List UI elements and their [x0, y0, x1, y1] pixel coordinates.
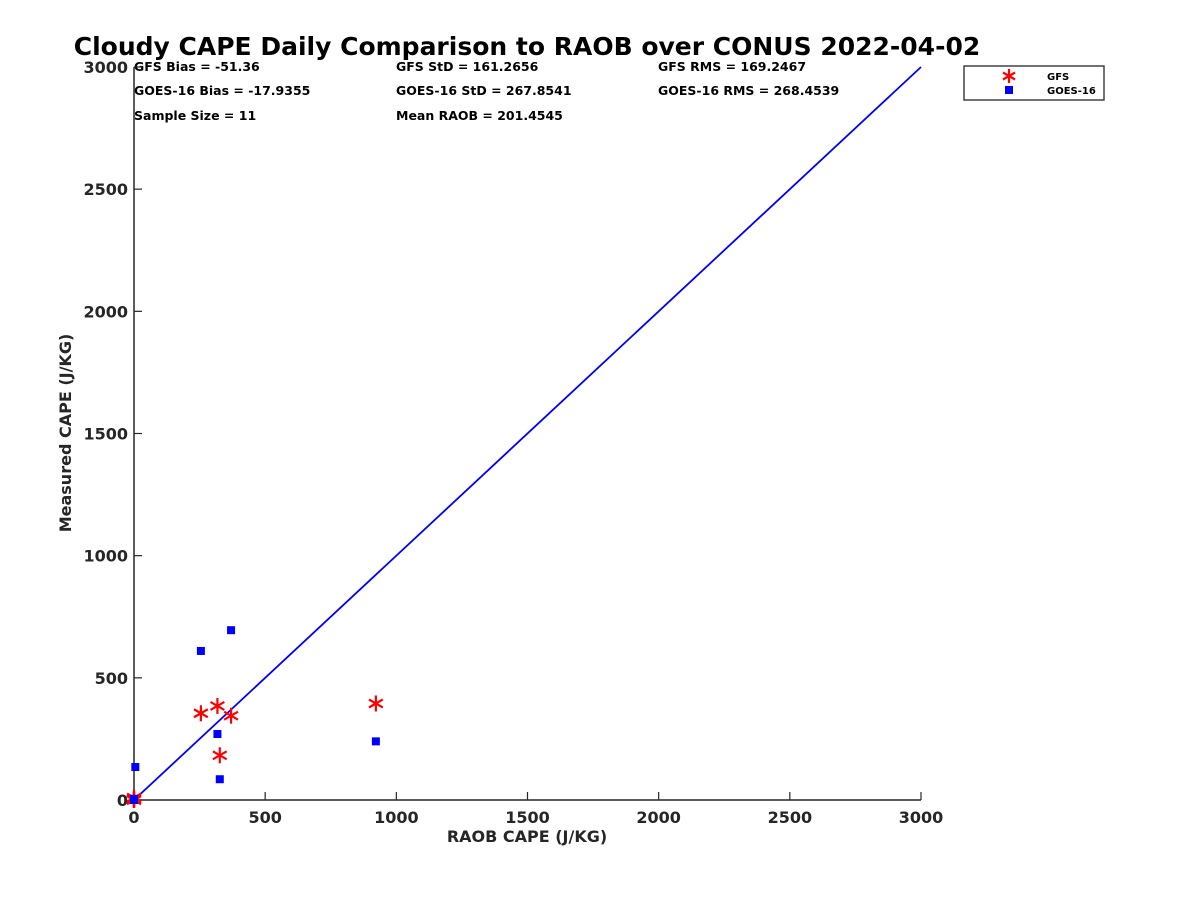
stat-text: GOES-16 Bias = -17.9355: [134, 83, 310, 98]
gfs-point: [193, 705, 209, 722]
stat-text: GFS RMS = 169.2467: [658, 59, 806, 74]
legend-box: [963, 65, 1105, 101]
y-tick-label: 500: [95, 669, 128, 688]
gfs-point: [368, 695, 384, 712]
goes-16-point: [131, 763, 140, 772]
one-to-one-line: [133, 66, 922, 801]
goes-16-point: [213, 730, 222, 739]
y-axis-label: Measured CAPE (J/KG): [56, 334, 75, 533]
y-tick-label: 3000: [83, 58, 128, 77]
x-tick-label: 2000: [636, 808, 681, 827]
x-tick-label: 500: [248, 808, 281, 827]
legend-gfs-label: GFS: [1047, 72, 1069, 83]
reference-line-group: [133, 66, 922, 801]
x-tick-label: 1000: [374, 808, 419, 827]
legend-gfs-marker: [1002, 69, 1016, 83]
x-axis-label: RAOB CAPE (J/KG): [447, 827, 607, 846]
stat-text: GOES-16 StD = 267.8541: [396, 83, 572, 98]
y-tick-label: 1000: [83, 547, 128, 566]
axes: 0 500 1000 1500 2000 2500 3000 0 500 1000 1500 2000…: [83, 58, 943, 827]
x-tick-label: 0: [128, 808, 139, 827]
stat-text: Sample Size = 11: [134, 108, 256, 123]
stat-text: GFS StD = 161.2656: [396, 59, 539, 74]
gfs-point: [209, 697, 225, 714]
goes-16-point: [227, 626, 236, 635]
stat-text: GOES-16 RMS = 268.4539: [658, 83, 839, 98]
legend: GFS GOES-16: [963, 65, 1105, 101]
x-tick-label: 3000: [899, 808, 944, 827]
y-tick-label: 2000: [83, 302, 128, 321]
gfs-point: [212, 747, 228, 764]
chart-title: Cloudy CAPE Daily Comparison to RAOB ove…: [74, 32, 980, 61]
goes-16-point: [196, 646, 205, 655]
gfs-point: [223, 707, 239, 724]
stat-text: GFS Bias = -51.36: [134, 59, 260, 74]
stats-panel: GFS Bias = -51.36 GFS StD = 161.2656 GFS R…: [134, 59, 839, 123]
stat-text: Mean RAOB = 201.4545: [396, 108, 563, 123]
legend-goes-16-marker: [1005, 86, 1013, 94]
goes-16-point: [215, 775, 224, 784]
legend-goes-16-label: GOES-16: [1047, 86, 1096, 97]
data-points: [126, 626, 384, 808]
y-tick-label: 0: [117, 791, 128, 810]
y-tick-label: 1500: [83, 425, 128, 444]
y-tick-label: 2500: [83, 180, 128, 199]
goes-16-point: [371, 737, 380, 746]
x-tick-label: 1500: [505, 808, 550, 827]
goes-16-point: [130, 796, 138, 804]
x-tick-label: 2500: [768, 808, 813, 827]
